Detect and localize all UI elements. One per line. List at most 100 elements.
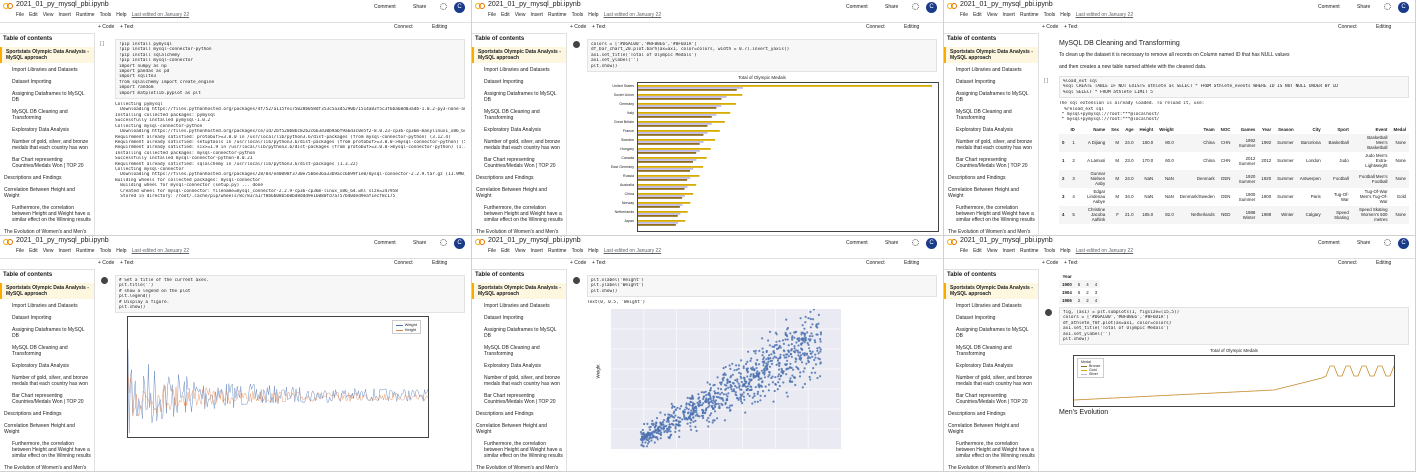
add-code-button[interactable]: + Code bbox=[570, 260, 587, 266]
toc-item[interactable]: Exploratory Data Analysis bbox=[484, 363, 541, 369]
toc-item[interactable]: Bar Chart representing Countries/Medals … bbox=[956, 393, 1028, 405]
menu-item[interactable]: Edit bbox=[29, 12, 38, 18]
menu-item[interactable]: View bbox=[514, 12, 526, 18]
menu-item[interactable]: Edit bbox=[29, 248, 38, 254]
settings-icon[interactable] bbox=[912, 239, 919, 246]
notebook-title[interactable]: 2021_01_py_mysql_pbi.ipynb bbox=[16, 237, 109, 244]
last-edited[interactable]: Last edited on January 22 bbox=[131, 12, 190, 18]
menu-item[interactable]: Runtime bbox=[547, 12, 567, 18]
toc-item[interactable]: Import Libraries and Datasets bbox=[956, 67, 1022, 73]
menu-item[interactable]: Help bbox=[588, 12, 599, 18]
toc-item[interactable]: Bar Chart representing Countries/Medals … bbox=[12, 157, 84, 169]
avatar[interactable]: C bbox=[1398, 238, 1409, 249]
last-edited[interactable]: Last edited on January 22 bbox=[131, 248, 190, 254]
toc-item[interactable]: Furthermore, the correlation between Hei… bbox=[956, 205, 1035, 223]
toc-item[interactable]: Descriptions and Findings bbox=[948, 411, 1006, 417]
toc-item[interactable]: Exploratory Data Analysis bbox=[12, 127, 69, 133]
toc-item[interactable]: Dataset Importing bbox=[484, 315, 524, 321]
toc-item[interactable]: Furthermore, the correlation between Hei… bbox=[484, 205, 563, 223]
notebook-title[interactable]: 2021_01_py_mysql_pbi.ipynb bbox=[488, 237, 581, 244]
toc-item[interactable]: MySQL DB Cleaning and Transforming bbox=[484, 109, 540, 121]
menu-item[interactable]: Edit bbox=[501, 12, 510, 18]
add-text-button[interactable]: + Text bbox=[120, 24, 134, 30]
menu-item[interactable]: Runtime bbox=[547, 248, 567, 254]
toc-item[interactable]: Sportstats Olympic Data Analysis - MySQL… bbox=[472, 283, 566, 299]
toc-item[interactable]: Bar Chart representing Countries/Medals … bbox=[484, 393, 556, 405]
toc-item[interactable]: Import Libraries and Datasets bbox=[12, 303, 78, 309]
toc-item[interactable]: The Evolution of Women's and Men's Parti… bbox=[476, 465, 559, 471]
toc-item[interactable]: Exploratory Data Analysis bbox=[12, 363, 69, 369]
toc-item[interactable]: Sportstats Olympic Data Analysis - MySQL… bbox=[472, 47, 566, 63]
add-text-button[interactable]: + Text bbox=[1064, 24, 1078, 30]
toc-item[interactable]: Number of gold, silver, and bronze medal… bbox=[484, 139, 561, 151]
comment-button[interactable]: Comment bbox=[1318, 240, 1340, 246]
menu-item[interactable]: File bbox=[960, 12, 969, 18]
toc-item[interactable]: Dataset Importing bbox=[12, 315, 52, 321]
run-button[interactable] bbox=[1045, 309, 1052, 316]
toc-item[interactable]: The Evolution of Women's and Men's Parti… bbox=[948, 465, 1031, 471]
comment-button[interactable]: Comment bbox=[374, 4, 396, 10]
toc-item[interactable]: The Evolution of Women's and Men's Parti… bbox=[4, 229, 87, 235]
menu-item[interactable]: Help bbox=[1060, 12, 1071, 18]
share-button[interactable]: Share bbox=[413, 4, 427, 10]
connect-button[interactable]: Connect bbox=[866, 260, 885, 266]
connect-button[interactable]: Connect bbox=[866, 24, 885, 30]
avatar[interactable]: C bbox=[926, 2, 937, 13]
share-button[interactable]: Share bbox=[1357, 240, 1371, 246]
editing-button[interactable]: Editing bbox=[432, 260, 448, 266]
toc-item[interactable]: Number of gold, silver, and bronze medal… bbox=[956, 139, 1033, 151]
toc-item[interactable]: Dataset Importing bbox=[956, 79, 996, 85]
add-text-button[interactable]: + Text bbox=[120, 260, 134, 266]
editing-button[interactable]: Editing bbox=[904, 260, 920, 266]
notebook-title[interactable]: 2021_01_py_mysql_pbi.ipynb bbox=[488, 1, 581, 8]
toc-item[interactable]: Import Libraries and Datasets bbox=[956, 303, 1022, 309]
share-button[interactable]: Share bbox=[885, 240, 899, 246]
toc-item[interactable]: Descriptions and Findings bbox=[476, 411, 534, 417]
settings-icon[interactable] bbox=[912, 3, 919, 10]
last-edited[interactable]: Last edited on January 22 bbox=[1075, 12, 1134, 18]
toc-item[interactable]: Exploratory Data Analysis bbox=[956, 127, 1013, 133]
toc-item[interactable]: Bar Chart representing Countries/Medals … bbox=[12, 393, 84, 405]
connect-button[interactable]: Connect bbox=[394, 24, 413, 30]
toc-item[interactable]: Correlation Between Height and Weight bbox=[476, 187, 547, 199]
toc-item[interactable]: Correlation Between Height and Weight bbox=[948, 423, 1019, 435]
last-edited[interactable]: Last edited on January 22 bbox=[1075, 248, 1134, 254]
menu-item[interactable]: Tools bbox=[571, 248, 584, 254]
menu-item[interactable]: Runtime bbox=[1019, 248, 1039, 254]
menu-item[interactable]: Help bbox=[588, 248, 599, 254]
notebook-title[interactable]: 2021_01_py_mysql_pbi.ipynb bbox=[960, 1, 1053, 8]
settings-icon[interactable] bbox=[1384, 3, 1391, 10]
comment-button[interactable]: Comment bbox=[846, 4, 868, 10]
menu-item[interactable]: View bbox=[514, 248, 526, 254]
settings-icon[interactable] bbox=[440, 3, 447, 10]
toc-item[interactable]: Assigning Dataframes to MySQL DB bbox=[484, 91, 557, 103]
menu-item[interactable]: Edit bbox=[501, 248, 510, 254]
menu-item[interactable]: View bbox=[42, 248, 54, 254]
add-code-button[interactable]: + Code bbox=[98, 24, 115, 30]
toc-item[interactable]: MySQL DB Cleaning and Transforming bbox=[12, 345, 68, 357]
menu-item[interactable]: Insert bbox=[530, 12, 543, 18]
toc-item[interactable]: Furthermore, the correlation between Hei… bbox=[956, 441, 1035, 459]
menu-item[interactable]: File bbox=[960, 248, 969, 254]
menu-item[interactable]: Tools bbox=[571, 12, 584, 18]
toc-item[interactable]: MySQL DB Cleaning and Transforming bbox=[956, 345, 1012, 357]
toc-item[interactable]: Correlation Between Height and Weight bbox=[4, 187, 75, 199]
connect-button[interactable]: Connect bbox=[1338, 260, 1357, 266]
toc-item[interactable]: Descriptions and Findings bbox=[948, 175, 1006, 181]
toc-item[interactable]: Import Libraries and Datasets bbox=[12, 67, 78, 73]
run-button[interactable] bbox=[573, 277, 580, 284]
toc-item[interactable]: Sportstats Olympic Data Analysis - MySQL… bbox=[944, 283, 1038, 299]
comment-button[interactable]: Comment bbox=[374, 240, 396, 246]
avatar[interactable]: C bbox=[926, 238, 937, 249]
toc-item[interactable]: Furthermore, the correlation between Hei… bbox=[484, 441, 563, 459]
menu-item[interactable]: Insert bbox=[530, 248, 543, 254]
toc-item[interactable]: Descriptions and Findings bbox=[4, 411, 62, 417]
notebook-title[interactable]: 2021_01_py_mysql_pbi.ipynb bbox=[16, 1, 109, 8]
share-button[interactable]: Share bbox=[413, 240, 427, 246]
menu-item[interactable]: Edit bbox=[973, 248, 982, 254]
menu-item[interactable]: View bbox=[42, 12, 54, 18]
menu-item[interactable]: File bbox=[16, 248, 25, 254]
toc-item[interactable]: Dataset Importing bbox=[956, 315, 996, 321]
menu-item[interactable]: Tools bbox=[1043, 12, 1056, 18]
connect-button[interactable]: Connect bbox=[394, 260, 413, 266]
